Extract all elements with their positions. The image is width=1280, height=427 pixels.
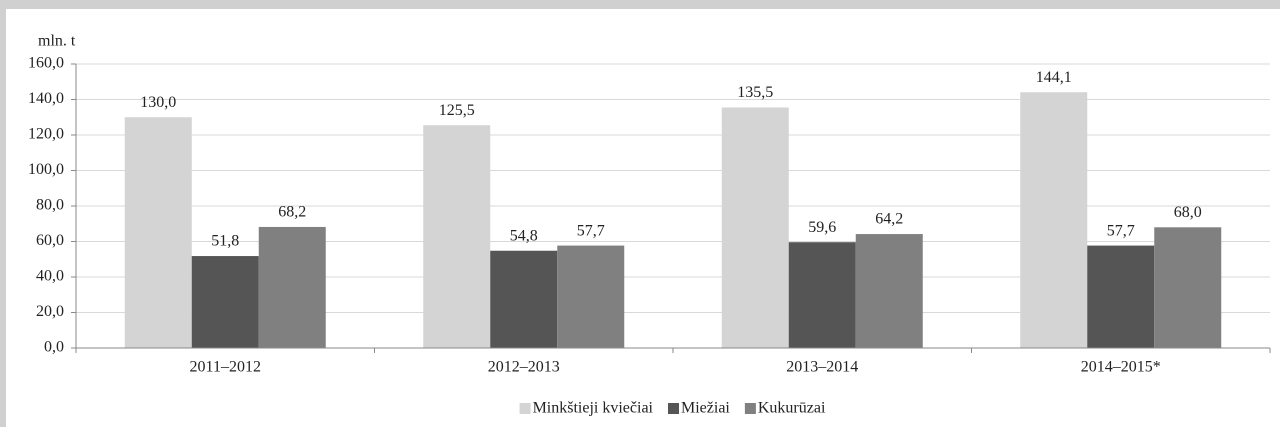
- legend-label: Miežiai: [681, 400, 730, 417]
- legend-label: Kukurūzai: [758, 400, 826, 417]
- x-tick-label: 2011–2012: [190, 359, 261, 376]
- value-label: 57,7: [577, 222, 605, 239]
- y-tick-label: 160,0: [28, 55, 64, 72]
- x-tick-label: 2013–2014: [786, 359, 858, 376]
- legend-label: Minkštieji kviečiai: [533, 400, 654, 417]
- value-label: 68,2: [278, 204, 306, 221]
- bar: [855, 234, 923, 348]
- value-label: 64,2: [875, 211, 903, 228]
- frame-left: [0, 0, 6, 427]
- y-tick-label: 100,0: [28, 161, 64, 178]
- value-label: 144,1: [1036, 69, 1072, 86]
- bar: [124, 117, 192, 348]
- bar: [1154, 227, 1222, 348]
- y-tick-label: 40,0: [36, 268, 64, 285]
- bar: [788, 242, 856, 348]
- y-tick-label: 0,0: [44, 339, 64, 356]
- bar: [191, 256, 259, 348]
- value-label: 125,5: [439, 102, 475, 119]
- y-tick-label: 120,0: [28, 126, 64, 143]
- x-tick-label: 2012–2013: [488, 359, 560, 376]
- legend-swatch: [668, 403, 680, 414]
- y-tick-label: 80,0: [36, 197, 64, 214]
- bar: [721, 107, 789, 348]
- value-label: 68,0: [1174, 204, 1202, 221]
- value-label: 135,5: [737, 84, 773, 101]
- legend-swatch: [744, 403, 756, 414]
- bar: [423, 125, 491, 348]
- bar: [1087, 245, 1155, 348]
- bar: [258, 226, 326, 348]
- bar: [557, 245, 625, 348]
- bar: [1020, 92, 1088, 348]
- y-tick-label: 140,0: [28, 90, 64, 107]
- value-label: 130,0: [140, 94, 176, 111]
- value-label: 59,6: [808, 219, 836, 236]
- frame-top: [0, 0, 1280, 9]
- value-label: 54,8: [510, 227, 538, 244]
- legend-swatch: [519, 403, 531, 414]
- value-label: 57,7: [1107, 222, 1135, 239]
- bar: [490, 250, 558, 348]
- x-tick-label: 2014–2015*: [1081, 359, 1161, 376]
- y-tick-label: 20,0: [36, 303, 64, 320]
- y-tick-label: 60,0: [36, 232, 64, 249]
- value-label: 51,8: [211, 233, 239, 250]
- y-axis-label: mln. t: [38, 33, 76, 50]
